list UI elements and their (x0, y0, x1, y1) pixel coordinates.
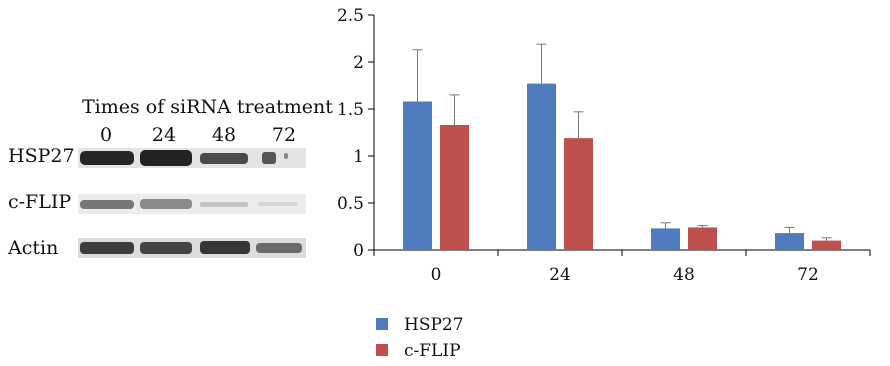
bar-c-flip-48 (688, 227, 717, 250)
blot-band-actin (78, 238, 306, 258)
row-label-hsp27: HSP27 (8, 145, 75, 167)
legend-swatch-c-flip (376, 344, 388, 356)
y-tick-label: 2 (353, 53, 364, 73)
lane-label-24: 24 (151, 124, 177, 146)
bars-group (403, 43, 841, 251)
bar-chart: 0 0.5 1 1.5 2 2.5 0 24 48 72 HSP27 c-FLIP (337, 6, 871, 361)
x-tick-label: 48 (673, 265, 695, 285)
row-label-cflip: c-FLIP (8, 191, 72, 213)
bar-hsp27-24 (527, 83, 556, 251)
y-axis: 0 0.5 1 1.5 2 2.5 (337, 6, 375, 261)
legend: HSP27 c-FLIP (376, 315, 464, 361)
bar-c-flip-0 (440, 124, 469, 250)
blot-band-cflip (78, 194, 306, 214)
bar-hsp27-48 (651, 228, 680, 250)
bar-c-flip-72 (812, 240, 841, 250)
lane-label-72: 72 (271, 124, 297, 146)
legend-swatch-hsp27 (376, 318, 388, 330)
lane-label-48: 48 (211, 124, 237, 146)
legend-label-c-flip: c-FLIP (404, 341, 461, 361)
y-tick-label: 0.5 (337, 194, 364, 214)
x-tick-label: 0 (431, 265, 442, 285)
x-tick-label: 24 (549, 265, 571, 285)
x-axis: 0 24 48 72 (373, 249, 871, 285)
bar-hsp27-72 (775, 233, 804, 250)
lane-label-0: 0 (99, 124, 113, 146)
western-blot-panel: Times of siRNA treatment 0 24 48 72 HSP2… (0, 0, 333, 366)
row-label-actin: Actin (8, 237, 59, 259)
blot-band-hsp27 (78, 148, 306, 168)
x-tick-label: 72 (797, 265, 819, 285)
y-tick-label: 1.5 (337, 100, 364, 120)
y-tick-label: 0 (353, 241, 364, 261)
blot-title: Times of siRNA treatment (82, 96, 333, 118)
bar-hsp27-0 (403, 101, 432, 250)
bar-c-flip-24 (564, 138, 593, 250)
y-tick-label: 2.5 (337, 6, 364, 26)
legend-label-hsp27: HSP27 (404, 315, 464, 335)
y-tick-label: 1 (353, 147, 364, 167)
